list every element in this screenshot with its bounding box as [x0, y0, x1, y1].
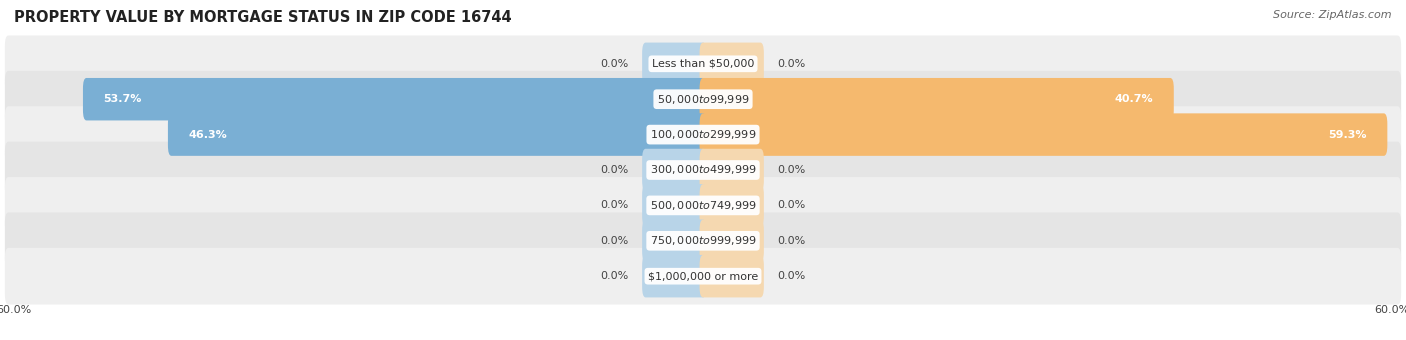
FancyBboxPatch shape — [83, 78, 706, 120]
Text: 0.0%: 0.0% — [600, 59, 628, 69]
FancyBboxPatch shape — [643, 42, 706, 85]
Text: 0.0%: 0.0% — [778, 236, 806, 246]
Text: Less than $50,000: Less than $50,000 — [652, 59, 754, 69]
Text: 0.0%: 0.0% — [778, 271, 806, 281]
Text: $100,000 to $299,999: $100,000 to $299,999 — [650, 128, 756, 141]
Text: 40.7%: 40.7% — [1115, 94, 1153, 104]
Text: $750,000 to $999,999: $750,000 to $999,999 — [650, 234, 756, 247]
Text: Source: ZipAtlas.com: Source: ZipAtlas.com — [1274, 10, 1392, 20]
Text: 0.0%: 0.0% — [600, 271, 628, 281]
Text: 0.0%: 0.0% — [600, 165, 628, 175]
FancyBboxPatch shape — [700, 113, 1388, 156]
Text: $300,000 to $499,999: $300,000 to $499,999 — [650, 164, 756, 176]
Text: 0.0%: 0.0% — [778, 165, 806, 175]
FancyBboxPatch shape — [4, 142, 1402, 198]
FancyBboxPatch shape — [700, 42, 763, 85]
FancyBboxPatch shape — [4, 106, 1402, 163]
FancyBboxPatch shape — [700, 184, 763, 227]
FancyBboxPatch shape — [643, 149, 706, 191]
FancyBboxPatch shape — [700, 255, 763, 298]
Text: 0.0%: 0.0% — [600, 236, 628, 246]
FancyBboxPatch shape — [167, 113, 706, 156]
FancyBboxPatch shape — [4, 212, 1402, 269]
FancyBboxPatch shape — [4, 177, 1402, 234]
FancyBboxPatch shape — [4, 71, 1402, 128]
Text: 0.0%: 0.0% — [778, 59, 806, 69]
FancyBboxPatch shape — [700, 220, 763, 262]
Text: PROPERTY VALUE BY MORTGAGE STATUS IN ZIP CODE 16744: PROPERTY VALUE BY MORTGAGE STATUS IN ZIP… — [14, 10, 512, 25]
FancyBboxPatch shape — [4, 248, 1402, 305]
FancyBboxPatch shape — [700, 78, 1174, 120]
Text: 53.7%: 53.7% — [104, 94, 142, 104]
Text: $1,000,000 or more: $1,000,000 or more — [648, 271, 758, 281]
FancyBboxPatch shape — [4, 35, 1402, 92]
Text: 59.3%: 59.3% — [1329, 130, 1367, 140]
Text: 0.0%: 0.0% — [778, 200, 806, 210]
FancyBboxPatch shape — [643, 220, 706, 262]
Text: $50,000 to $99,999: $50,000 to $99,999 — [657, 93, 749, 106]
FancyBboxPatch shape — [700, 149, 763, 191]
Text: 46.3%: 46.3% — [188, 130, 228, 140]
FancyBboxPatch shape — [643, 184, 706, 227]
FancyBboxPatch shape — [643, 255, 706, 298]
Text: $500,000 to $749,999: $500,000 to $749,999 — [650, 199, 756, 212]
Text: 0.0%: 0.0% — [600, 200, 628, 210]
